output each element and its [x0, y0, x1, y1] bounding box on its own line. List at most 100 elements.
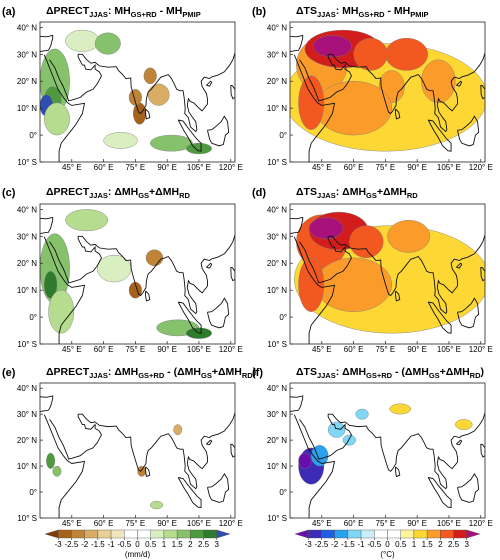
y-tick-label: 20° N — [267, 77, 287, 86]
coastline — [145, 466, 151, 478]
shaded-area — [298, 257, 325, 312]
coastline — [40, 34, 54, 53]
colorbar-tick-label: 0 — [385, 540, 390, 549]
y-tick-label: 30° N — [267, 410, 287, 419]
map-field — [290, 204, 485, 344]
title-subscript: JJAS — [317, 371, 336, 380]
colorbar-swatch — [84, 529, 99, 539]
y-tick-label: 10° S — [17, 514, 37, 523]
x-tick-label: 60° E — [344, 163, 364, 172]
colorbar-swatch — [334, 529, 349, 539]
coastline — [299, 234, 485, 315]
x-tick-label: 120° E — [219, 519, 243, 528]
y-tick-label: 10° S — [267, 340, 287, 349]
coastline — [456, 439, 463, 446]
x-tick-label: 90° E — [407, 163, 427, 172]
coastline — [177, 119, 202, 152]
title-subscript: RD — [242, 371, 253, 380]
shaded-area — [298, 75, 325, 130]
coastline — [290, 34, 304, 53]
panel-title: ΔPRECTJJAS: ΔMHGS+RD - (ΔMHGS+ΔMHRD) — [46, 366, 256, 380]
shaded-area — [186, 142, 212, 155]
panel-title: ΔTSJJAS: MHGS+RD - MHPMIP — [296, 5, 429, 19]
y-tick-label: 10° S — [267, 514, 287, 523]
coastline — [427, 301, 452, 334]
y-tick-label: 20° N — [17, 259, 37, 268]
y-tick-label: 20° N — [17, 77, 37, 86]
map-frame — [39, 382, 236, 519]
map-field — [40, 383, 235, 518]
title-text: +ΔMH — [440, 366, 470, 378]
title-subscript: RD — [407, 191, 418, 200]
x-tick-label: 75° E — [376, 345, 396, 354]
panel-label: (a) — [2, 6, 16, 18]
title-text: ) — [481, 366, 485, 378]
colorbar-swatch — [426, 529, 441, 539]
y-tick-label: 10° N — [267, 462, 287, 471]
panel-label: (d) — [252, 187, 266, 199]
shaded-area — [421, 59, 456, 103]
shaded-area — [65, 29, 100, 52]
coastline — [40, 395, 54, 413]
colorbar-tick-label: -1.5 — [91, 540, 105, 549]
colorbar-swatch — [321, 529, 335, 539]
shaded-area — [150, 134, 193, 152]
y-tick-label: 0° — [279, 313, 287, 322]
colorbar-tick-label: -0.5 — [117, 540, 131, 549]
shaded-area — [355, 408, 369, 420]
shaded-area — [143, 67, 157, 85]
colorbar-tick-label: 2 — [438, 540, 443, 549]
colorbar-tick-label: 0.5 — [395, 540, 407, 549]
colorbar-tick-label: -0.5 — [367, 540, 381, 549]
x-tick-label: 45° E — [312, 163, 332, 172]
title-subscript: GS+RD — [358, 10, 385, 19]
colorbar-tick-label: -2 — [81, 540, 89, 549]
title-subscript: JJAS — [317, 191, 336, 200]
shaded-area — [52, 465, 62, 477]
y-tick-label: 0° — [29, 131, 37, 140]
coastline — [207, 115, 230, 147]
colorbar-swatch — [124, 529, 138, 539]
colorbar-swatch — [71, 529, 85, 539]
coastline — [299, 412, 485, 490]
x-tick-label: 120° E — [219, 163, 243, 172]
x-tick-label: 120° E — [219, 345, 243, 354]
coastline — [395, 108, 401, 120]
panel-title: ΔTSJJAS: ΔMHGS+ΔMHRD — [296, 186, 418, 200]
y-tick-label: 10° S — [17, 158, 37, 167]
coastline — [43, 236, 86, 344]
x-tick-label: 90° E — [157, 345, 177, 354]
coastline — [293, 236, 336, 344]
shaded-area — [46, 452, 56, 469]
coastline — [177, 477, 202, 509]
y-tick-label: 30° N — [17, 410, 37, 419]
y-tick-label: 20° N — [267, 436, 287, 445]
shaded-area — [389, 403, 412, 415]
colorbar-swatch — [176, 529, 191, 539]
title-text: - (ΔMH — [164, 366, 201, 378]
y-tick-label: 10° N — [267, 104, 287, 113]
coastline — [457, 115, 480, 147]
coastline — [457, 297, 480, 329]
y-tick-label: 10° S — [17, 340, 37, 349]
x-tick-label: 45° E — [62, 345, 82, 354]
colorbar-end — [466, 529, 481, 539]
title-text: - (ΔMH — [392, 366, 429, 378]
title-subscript: GS+RD — [138, 371, 165, 380]
x-tick-label: 90° E — [407, 519, 427, 528]
title-text: +ΔMH — [377, 186, 407, 198]
x-tick-label: 60° E — [344, 519, 364, 528]
title-text: : ΔMH — [108, 186, 138, 198]
coastline — [427, 477, 452, 509]
y-tick-label: 0° — [279, 488, 287, 497]
title-subscript: JJAS — [89, 10, 108, 19]
y-tick-label: 40° N — [17, 23, 37, 32]
colorbar-tick-label: -2 — [331, 540, 339, 549]
panel-label: (c) — [2, 187, 16, 199]
colorbar-tick-label: 0 — [135, 540, 140, 549]
coastline — [290, 395, 304, 413]
map-frame — [289, 21, 486, 163]
title-text: ΔTS — [296, 366, 317, 378]
colorbar-tick-label: -2.5 — [65, 540, 79, 549]
